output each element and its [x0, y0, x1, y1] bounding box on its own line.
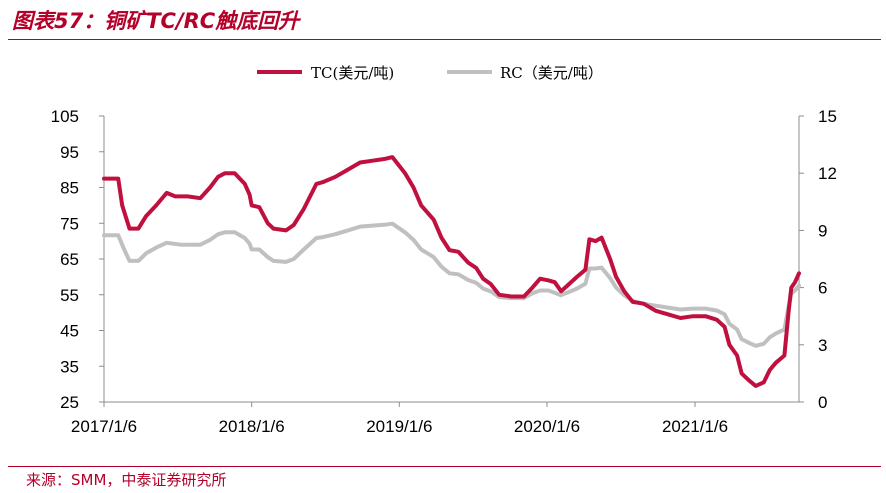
x-tick-label: 2017/1/6 — [71, 417, 137, 436]
chart-legend: TC(美元/吨) RC（美元/吨） — [257, 64, 603, 82]
y-right-tick-label: 0 — [818, 393, 827, 412]
x-tick-label: 2019/1/6 — [366, 417, 432, 436]
y-left-tick-label: 75 — [60, 214, 79, 233]
y-left-tick-label: 45 — [60, 322, 79, 341]
y-left-tick-label: 55 — [60, 286, 79, 305]
y-left-tick-label: 65 — [60, 250, 79, 269]
x-tick-label: 2021/1/6 — [662, 417, 728, 436]
y-left-tick-label: 105 — [51, 107, 79, 126]
source-note: 来源：SMM，中泰证券研究所 — [26, 471, 227, 489]
source-rule — [8, 466, 881, 467]
series-layer — [102, 155, 801, 388]
chart-axes: 105 95 85 75 65 55 45 35 25 15 12 9 6 3 0 2017/1/6 2018/… — [51, 107, 837, 436]
legend-label-rc: RC（美元/吨） — [500, 64, 603, 82]
x-tick-label: 2020/1/6 — [514, 417, 580, 436]
y-right-tick-label: 3 — [818, 336, 827, 355]
y-right-tick-label: 15 — [818, 107, 837, 126]
rc-series-line — [102, 221, 801, 348]
y-left-tick-label: 85 — [60, 179, 79, 198]
y-right-tick-label: 12 — [818, 164, 837, 183]
y-left-tick-label: 35 — [60, 357, 79, 376]
y-left-tick-label: 25 — [60, 393, 79, 412]
x-tick-label: 2018/1/6 — [219, 417, 285, 436]
legend-label-tc: TC(美元/吨) — [311, 64, 394, 82]
y-left-tick-label: 95 — [60, 143, 79, 162]
tc-series-line — [102, 155, 801, 388]
title-rule — [8, 39, 881, 40]
y-right-tick-label: 6 — [818, 279, 827, 298]
y-right-tick-label: 9 — [818, 221, 827, 240]
chart-title: 图表57：铜矿TC/RC触底回升 — [12, 9, 300, 33]
